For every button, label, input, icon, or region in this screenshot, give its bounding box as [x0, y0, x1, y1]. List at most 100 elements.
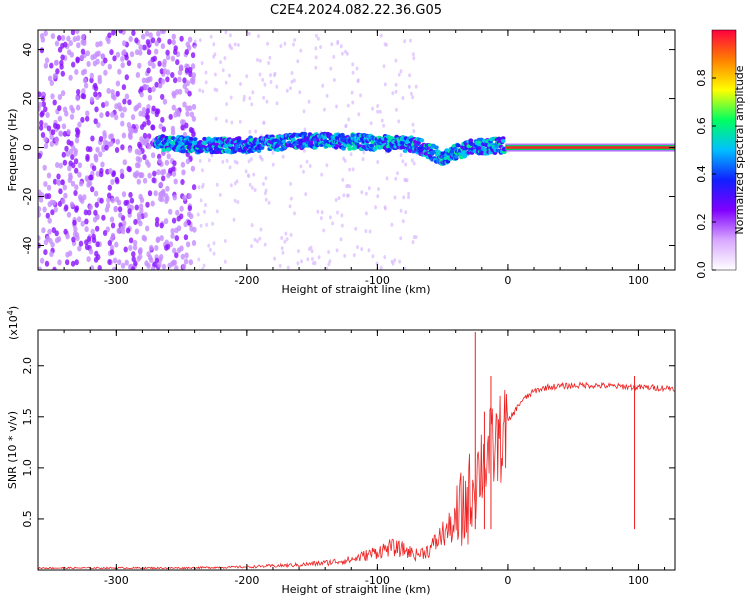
noise-blob [330, 42, 334, 47]
noise-blob [319, 45, 322, 49]
noise-blob [262, 95, 265, 100]
noise-blob [50, 33, 56, 40]
noise-blob [137, 141, 142, 148]
noise-blob [122, 220, 127, 227]
noise-blob [331, 221, 334, 226]
noise-blob [117, 68, 122, 75]
noise-blob [89, 77, 94, 84]
noise-blob [165, 195, 170, 202]
noise-blob [86, 61, 91, 67]
noise-blob [162, 68, 168, 75]
noise-blob [264, 197, 268, 202]
noise-blob [79, 54, 85, 61]
noise-blob [322, 228, 326, 233]
noise-blob [43, 30, 48, 37]
noise-blob [367, 186, 371, 191]
noise-blob [120, 62, 125, 69]
noise-blob [105, 111, 110, 117]
noise-blob [154, 48, 159, 55]
noise-blob [239, 82, 242, 86]
signal-cell [455, 143, 461, 148]
noise-blob [357, 112, 361, 117]
colorbar-label: Normalized spectral amplitude [733, 65, 746, 234]
colorbar-tick-label: 0.4 [695, 165, 708, 183]
noise-blob [114, 196, 120, 203]
noise-blob [350, 90, 354, 95]
noise-blob [365, 191, 368, 196]
noise-blob [172, 92, 177, 99]
noise-blob [80, 48, 86, 55]
noise-blob [204, 80, 208, 85]
noise-blob [382, 64, 386, 69]
noise-blob [55, 123, 61, 130]
noise-blob [60, 54, 65, 61]
noise-blob [157, 158, 162, 164]
noise-blob [397, 72, 401, 77]
noise-blob [137, 156, 143, 163]
noise-blob [120, 173, 125, 180]
noise-blob [376, 194, 380, 199]
noise-blob [345, 184, 348, 189]
noise-blob [66, 211, 72, 218]
noise-blob [225, 158, 229, 163]
noise-blob [281, 250, 285, 255]
noise-blob [71, 145, 76, 152]
signal-cell [354, 141, 360, 146]
noise-blob [132, 244, 138, 251]
noise-blob [107, 259, 112, 265]
noise-blob [74, 167, 79, 174]
noise-blob [224, 80, 228, 85]
noise-blob [174, 235, 179, 242]
noise-blob [190, 52, 196, 59]
noise-blob [303, 127, 307, 132]
spectrogram-ylabel: Frequency (Hz) [6, 109, 19, 192]
spectrogram-xlabel: Height of straight line (km) [281, 283, 430, 296]
noise-blob [77, 216, 82, 223]
noise-blob [106, 197, 111, 204]
noise-blob [188, 66, 193, 73]
noise-blob [188, 259, 193, 266]
noise-blob [38, 196, 44, 203]
noise-blob [170, 72, 175, 78]
noise-blob [174, 252, 179, 259]
noise-blob [67, 165, 72, 172]
noise-blob [127, 166, 132, 173]
noise-blob [412, 235, 416, 240]
noise-blob [95, 225, 100, 232]
noise-blob [184, 252, 189, 259]
noise-blob [185, 41, 190, 48]
noise-blob [320, 210, 324, 215]
noise-blob [187, 211, 192, 218]
noise-blob [40, 91, 46, 98]
noise-blob [110, 179, 115, 185]
noise-blob [150, 37, 156, 44]
noise-blob [93, 209, 98, 216]
noise-blob [138, 44, 143, 51]
noise-blob [401, 219, 405, 224]
noise-blob [49, 133, 54, 140]
noise-blob [75, 95, 80, 102]
x-tick-label: -200 [234, 574, 259, 587]
noise-blob [197, 257, 201, 262]
noise-blob [60, 35, 66, 41]
noise-blob [73, 158, 79, 165]
noise-blob [65, 259, 70, 266]
noise-blob [107, 32, 112, 39]
noise-blob [84, 226, 89, 233]
noise-blob [187, 90, 192, 97]
noise-blob [130, 114, 136, 121]
noise-blob [75, 104, 81, 111]
noise-blob [160, 93, 165, 100]
noise-blob [130, 127, 135, 134]
snr-scale-base: (x10 [7, 315, 20, 340]
noise-blob [70, 154, 75, 160]
noise-blob [173, 77, 178, 84]
signal-cell [434, 145, 439, 150]
noise-blob [126, 60, 132, 67]
noise-blob [251, 90, 255, 95]
noise-blob [122, 49, 127, 56]
noise-blob [314, 46, 318, 51]
y-tick-label: 0.5 [21, 510, 34, 528]
noise-blob [124, 259, 129, 266]
noise-blob [412, 52, 415, 57]
